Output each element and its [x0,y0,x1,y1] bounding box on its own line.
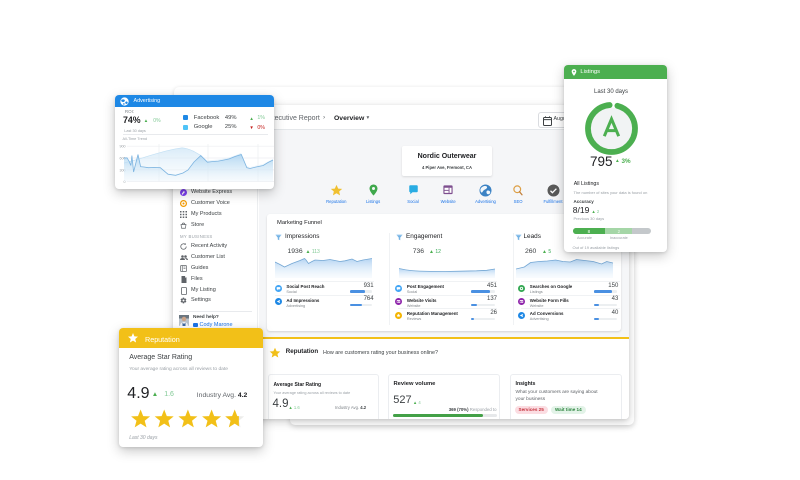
svg-text:600: 600 [120,157,126,161]
svg-text:300: 300 [120,168,126,172]
svg-text:900: 900 [120,145,126,149]
